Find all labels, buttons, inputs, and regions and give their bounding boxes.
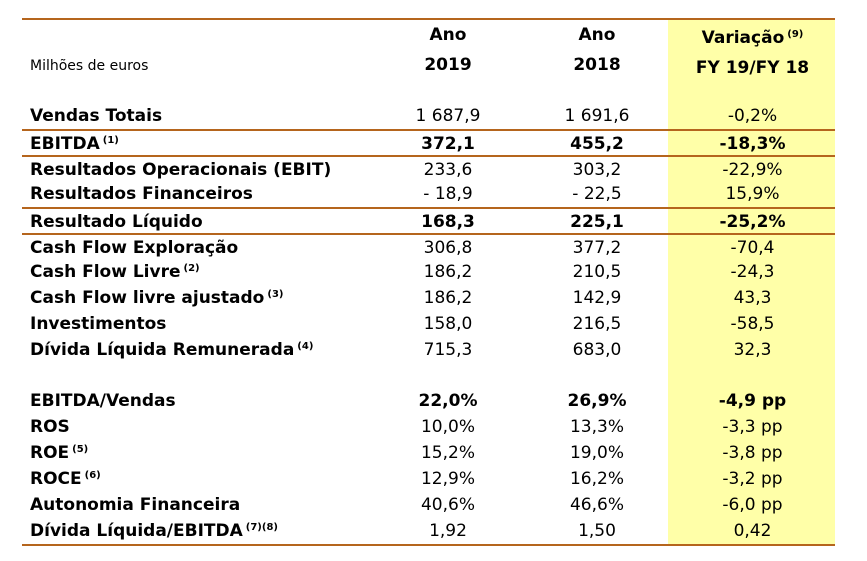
table-row: Cash Flow Exploração 306,8 377,2 -70,4	[22, 233, 835, 261]
value-2019: 15,2%	[420, 443, 475, 463]
header-2019: Ano 2019	[424, 25, 472, 75]
row-label: Vendas Totais	[30, 106, 163, 126]
table-row: Investimentos 158,0 216,5 -58,5	[22, 311, 835, 337]
row-label: Resultados Operacionais (EBIT)	[30, 160, 332, 180]
header-variation: Variação (9) FY 19/FY 18	[695, 28, 810, 78]
value-2019: 1,92	[429, 521, 467, 541]
footnote-ref: (5)	[72, 444, 89, 455]
row-label: ROCE (6)	[30, 469, 101, 489]
value-2018: 683,0	[572, 340, 622, 360]
value-variation: 15,9%	[725, 184, 780, 204]
value-variation: -58,5	[730, 314, 775, 334]
value-variation: -3,3 pp	[722, 417, 783, 437]
row-label: Cash Flow Livre (2)	[30, 262, 200, 282]
value-2018: 46,6%	[569, 495, 624, 515]
table-row: Vendas Totais 1 687,9 1 691,6 -0,2%	[22, 103, 835, 129]
value-2018: 16,2%	[569, 469, 624, 489]
value-2018: - 22,5	[572, 184, 622, 204]
row-label: Dívida Líquida Remunerada (4)	[30, 340, 314, 360]
footnote-ref: (7)(8)	[245, 522, 278, 533]
row-label: Investimentos	[30, 314, 167, 334]
value-variation: 0,42	[733, 521, 772, 541]
value-2018: 13,3%	[569, 417, 624, 437]
row-label: ROE (5)	[30, 443, 89, 463]
value-variation: -70,4	[730, 238, 775, 258]
value-variation: -3,8 pp	[722, 443, 783, 463]
footnote-ref: (2)	[183, 263, 200, 274]
bottom-rule	[22, 544, 835, 546]
table-header: Milhões de euros Ano 2019 Ano 2018 Varia…	[22, 20, 835, 80]
table-row: Cash Flow livre ajustado (3) 186,2 142,9 43,…	[22, 285, 835, 311]
row-label: Cash Flow Exploração	[30, 238, 239, 258]
row-label: Autonomia Financeira	[30, 495, 241, 515]
value-variation: -4,9 pp	[718, 391, 787, 411]
value-2019: - 18,9	[423, 184, 473, 204]
table-row: Dívida Líquida Remunerada (4) 715,3 683,0 32…	[22, 337, 835, 363]
table-row: Cash Flow Livre (2) 186,2 210,5 -24,3	[22, 259, 835, 285]
unit-label: Milhões de euros	[30, 58, 149, 74]
value-variation: -3,2 pp	[722, 469, 783, 489]
table-row: EBITDA (1) 372,1 455,2 -18,3%	[22, 129, 835, 157]
row-label: Resultado Líquido	[30, 212, 203, 232]
value-2018: 19,0%	[569, 443, 624, 463]
value-2018: 1,50	[578, 521, 616, 541]
value-2019: 12,9%	[420, 469, 475, 489]
value-variation: 43,3	[733, 288, 772, 308]
value-variation: -6,0 pp	[722, 495, 783, 515]
row-label: Resultados Financeiros	[30, 184, 253, 204]
table-row: ROE (5) 15,2% 19,0% -3,8 pp	[22, 440, 835, 466]
top-rule	[22, 18, 835, 20]
value-2019: 40,6%	[420, 495, 475, 515]
value-2019: 372,1	[421, 134, 475, 154]
value-2018: 142,9	[572, 288, 622, 308]
value-2018: 225,1	[570, 212, 624, 232]
footnote-ref: (3)	[267, 289, 284, 300]
value-2019: 22,0%	[418, 391, 478, 411]
table-row: EBITDA/Vendas 22,0% 26,9% -4,9 pp	[22, 388, 835, 414]
value-variation: -18,3%	[719, 134, 786, 154]
value-2018: 303,2	[572, 160, 622, 180]
value-2019: 233,6	[423, 160, 473, 180]
table-row: Resultado Líquido 168,3 225,1 -25,2%	[22, 207, 835, 235]
value-2019: 168,3	[421, 212, 475, 232]
variation-column-highlight	[668, 18, 835, 546]
value-2019: 306,8	[423, 238, 473, 258]
row-label: EBITDA (1)	[30, 134, 119, 154]
value-2019: 158,0	[423, 314, 473, 334]
value-2019: 1 687,9	[415, 106, 481, 126]
table-row: Autonomia Financeira 40,6% 46,6% -6,0 pp	[22, 492, 835, 518]
footnote-ref: (1)	[102, 135, 119, 146]
value-2018: 26,9%	[567, 391, 627, 411]
table-row: Resultados Operacionais (EBIT) 233,6 303,2…	[22, 155, 835, 183]
value-2018: 455,2	[570, 134, 624, 154]
table-row: Resultados Financeiros - 18,9 - 22,5 15,9%	[22, 181, 835, 207]
footnote-ref: (6)	[84, 470, 101, 481]
value-2018: 377,2	[572, 238, 622, 258]
value-2018: 1 691,6	[564, 106, 630, 126]
row-label: Cash Flow livre ajustado (3)	[30, 288, 284, 308]
value-2019: 10,0%	[420, 417, 475, 437]
value-2019: 186,2	[423, 262, 473, 282]
value-variation: 32,3	[733, 340, 772, 360]
row-label: ROS	[30, 417, 70, 437]
row-label: Dívida Líquida/EBITDA (7)(8)	[30, 521, 278, 541]
table-row: Dívida Líquida/EBITDA (7)(8) 1,92 1,50 0,42	[22, 518, 835, 544]
footnote-ref: (9)	[787, 29, 804, 40]
value-2019: 186,2	[423, 288, 473, 308]
footnote-ref: (4)	[297, 341, 314, 352]
value-variation: -24,3	[730, 262, 775, 282]
value-2018: 216,5	[572, 314, 622, 334]
value-variation: -0,2%	[727, 106, 778, 126]
table-row: ROS 10,0% 13,3% -3,3 pp	[22, 414, 835, 440]
value-variation: -22,9%	[722, 160, 783, 180]
header-2018: Ano 2018	[573, 25, 621, 75]
value-variation: -25,2%	[719, 212, 786, 232]
value-2019: 715,3	[423, 340, 473, 360]
row-label: EBITDA/Vendas	[30, 391, 176, 411]
table-row: ROCE (6) 12,9% 16,2% -3,2 pp	[22, 466, 835, 492]
value-2018: 210,5	[572, 262, 622, 282]
